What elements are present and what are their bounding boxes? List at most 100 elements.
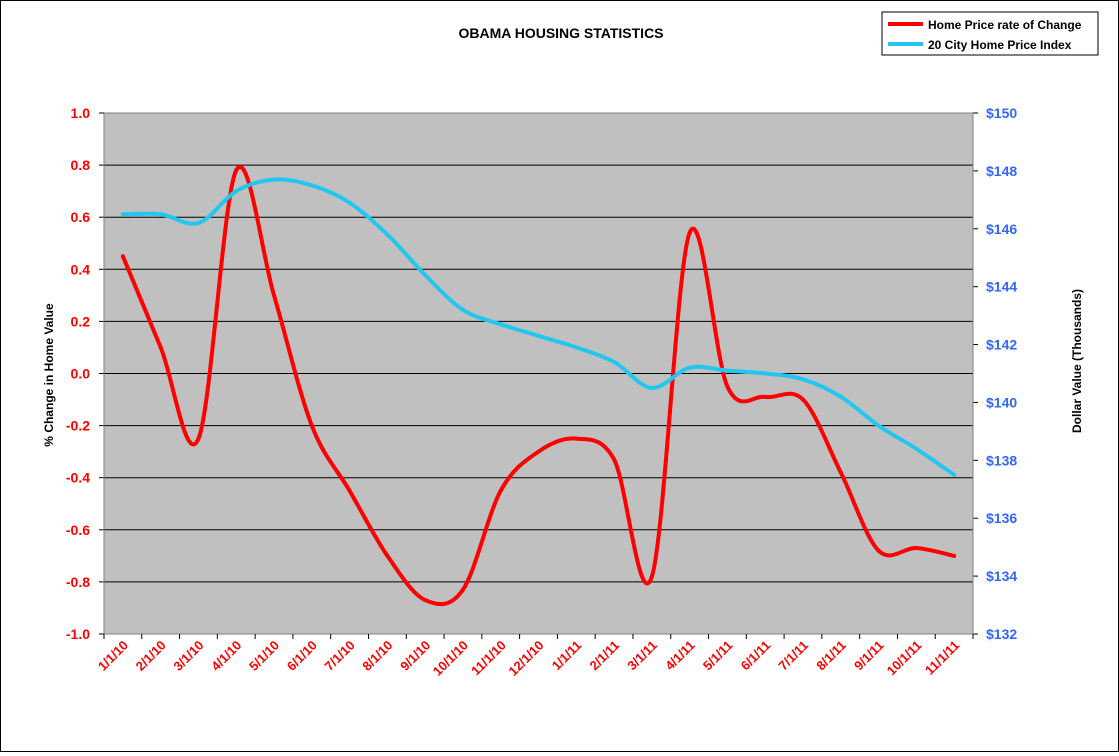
x-tick-label: 5/1/11 (700, 638, 736, 674)
series-0-point (574, 436, 579, 441)
series-0-point (687, 230, 692, 235)
series-0-point (460, 587, 465, 592)
left-tick-label: -1.0 (66, 626, 90, 642)
left-tick-label: -0.2 (66, 418, 90, 434)
series-0-point (876, 548, 881, 553)
right-tick-label: $148 (986, 163, 1017, 179)
chart-title: OBAMA HOUSING STATISTICS (458, 25, 663, 41)
series-0-point (158, 345, 163, 350)
x-tick-label: 8/1/10 (359, 638, 395, 674)
left-tick-label: -0.4 (66, 470, 90, 486)
series-0-point (838, 470, 843, 475)
left-tick-label: -0.6 (66, 522, 90, 538)
series-0-point (347, 488, 352, 493)
series-0-point (196, 436, 201, 441)
series-1-point (838, 394, 843, 399)
series-1-point (914, 446, 919, 451)
x-tick-label: 10/1/11 (884, 638, 925, 679)
right-tick-label: $150 (986, 105, 1017, 121)
left-tick-label: 0.8 (71, 157, 91, 173)
x-tick-label: 7/1/11 (775, 638, 811, 674)
left-tick-label: -0.8 (66, 574, 90, 590)
left-tick-label: 0.2 (71, 313, 91, 329)
x-tick-label: 3/1/10 (170, 638, 206, 674)
series-1-point (347, 200, 352, 205)
series-1-point (612, 359, 617, 364)
series-1-point (876, 423, 881, 428)
series-1-point (158, 212, 163, 217)
x-tick-label: 1/1/10 (95, 638, 131, 674)
left-tick-label: 0.0 (71, 366, 91, 382)
series-0-point (120, 254, 125, 259)
x-tick-label: 11/1/11 (922, 638, 962, 678)
x-tick-label: 4/1/11 (662, 638, 698, 674)
right-tick-label: $134 (986, 568, 1017, 584)
x-tick-label: 10/1/10 (430, 638, 471, 679)
left-tick-label: 0.6 (71, 209, 91, 225)
left-axis-ticks: 1.0 0.8 0.6 0.4 0.2 0.0 -0.2 -0.4 -0.6 -0.8 -1.0 (66, 105, 105, 642)
series-1-point (952, 472, 957, 477)
legend: Home Price rate of Change 20 City Home P… (881, 11, 1099, 56)
x-tick-label: 3/1/11 (624, 638, 660, 674)
x-tick-label: 4/1/10 (208, 638, 244, 674)
series-1-point (687, 365, 692, 370)
legend-box (881, 11, 1099, 56)
series-0-point (800, 397, 805, 402)
series-0-point (952, 553, 957, 558)
series-1-point (460, 307, 465, 312)
series-1-point (536, 333, 541, 338)
series-1-point (272, 177, 277, 182)
series-0-point (612, 457, 617, 462)
x-tick-label: 2/1/10 (133, 638, 169, 674)
x-tick-label: 7/1/10 (322, 638, 358, 674)
series-0-point (725, 384, 730, 389)
series-layer (120, 165, 957, 607)
gridlines (104, 164, 973, 583)
series-0-point (498, 488, 503, 493)
x-tick-label: 1/1/11 (549, 638, 585, 674)
series-1-point (309, 183, 314, 188)
left-axis-label: % Change in Home Value (42, 303, 56, 447)
right-tick-label: $138 (986, 452, 1017, 468)
right-tick-label: $136 (986, 510, 1017, 526)
series-1-point (120, 212, 125, 217)
right-axis-ticks: $150 $148 $146 $144 $142 $140 $138 $136 $134 $132 (972, 105, 1017, 642)
series-0-point (536, 449, 541, 454)
series-0-point (272, 293, 277, 298)
series-1-point (725, 368, 730, 373)
x-tick-label: 9/1/10 (397, 638, 433, 674)
x-axis-ticks: 1/1/10 2/1/10 3/1/10 4/1/10 5/1/10 6/1/10 7/1/… (95, 634, 974, 679)
series-0-point (234, 168, 239, 173)
series-1-point (574, 345, 579, 350)
x-tick-label: 2/1/11 (587, 638, 623, 674)
series-1-point (649, 385, 654, 390)
left-tick-label: 1.0 (71, 105, 91, 121)
series-0-point (385, 553, 390, 558)
right-tick-label: $140 (986, 394, 1017, 410)
legend-label-rate-of-change: Home Price rate of Change (928, 18, 1082, 32)
series-1-point (385, 232, 390, 237)
right-tick-label: $132 (986, 626, 1017, 642)
series-1-point (423, 273, 428, 278)
series-1-point (800, 377, 805, 382)
x-tick-label: 12/1/10 (505, 638, 546, 679)
right-tick-label: $146 (986, 221, 1017, 237)
series-0-point (309, 423, 314, 428)
x-tick-label: 5/1/10 (246, 638, 282, 674)
x-tick-label: 11/1/10 (468, 638, 509, 679)
series-0-point (914, 546, 919, 551)
x-tick-label: 6/1/11 (738, 638, 774, 674)
right-tick-label: $142 (986, 337, 1017, 353)
right-axis-label: Dollar Value (Thousands) (1070, 289, 1084, 433)
series-0-point (763, 394, 768, 399)
series-0-point (649, 574, 654, 579)
left-tick-label: 0.4 (71, 261, 91, 277)
x-tick-label: 9/1/11 (851, 638, 887, 674)
legend-label-price-index: 20 City Home Price Index (928, 38, 1072, 52)
series-1-point (763, 371, 768, 376)
right-tick-label: $144 (986, 279, 1017, 295)
series-0-point (423, 598, 428, 603)
x-tick-label: 8/1/11 (813, 638, 849, 674)
series-1-point (498, 322, 503, 327)
